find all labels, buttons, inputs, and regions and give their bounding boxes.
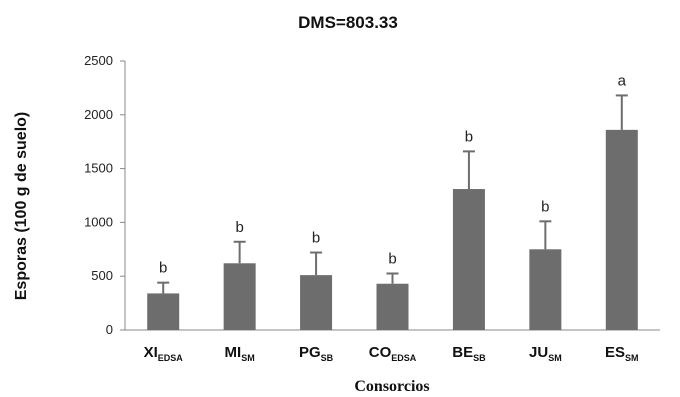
x-tick-label-sub: EDSA <box>391 353 417 363</box>
bar <box>605 129 638 330</box>
bar <box>223 263 256 330</box>
significance-label: b <box>235 219 243 236</box>
bar <box>452 189 485 330</box>
x-tick-label: BESB <box>452 344 486 363</box>
y-tick-label: 2000 <box>84 107 113 122</box>
significance-label: b <box>388 251 396 268</box>
significance-label: b <box>159 260 167 277</box>
significance-label: b <box>465 128 473 145</box>
bars: b b b b b b a <box>147 72 638 330</box>
x-tick-label-main: BE <box>452 344 473 361</box>
x-tick-label-sub: SM <box>241 353 255 363</box>
x-tick-label: JUSM <box>529 344 562 363</box>
bar <box>376 283 409 330</box>
x-tick-label-sub: SM <box>548 353 562 363</box>
x-tick-label: ESSM <box>605 344 639 363</box>
x-tick-label-sub: EDSA <box>158 353 184 363</box>
x-tick-label-main: JU <box>529 344 548 361</box>
x-tick-label-main: MI <box>225 344 242 361</box>
x-tick-label: MISM <box>225 344 255 363</box>
y-ticks: 0 500 1000 1500 2000 2500 <box>84 53 125 337</box>
x-tick-label-sub: SM <box>625 353 639 363</box>
chart-title: DMS=803.33 <box>298 13 398 32</box>
significance-label: b <box>541 198 549 215</box>
x-tick-label: PGSB <box>299 344 334 363</box>
y-tick-label: 1500 <box>84 161 113 176</box>
x-tick-label-main: PG <box>299 344 321 361</box>
y-axis-label: Esporas (100 g de suelo) <box>13 112 30 301</box>
bar <box>529 249 562 330</box>
x-tick-label-main: ES <box>605 344 625 361</box>
significance-label: a <box>618 72 627 89</box>
x-tick-label: COEDSA <box>369 344 417 363</box>
y-tick-label: 1000 <box>84 214 113 229</box>
significance-label: b <box>312 230 320 247</box>
bar <box>300 275 333 330</box>
x-axis-label: Consorcios <box>354 378 429 395</box>
bar <box>147 293 180 330</box>
x-tick-label-sub: SB <box>321 353 334 363</box>
x-tick-label-main: CO <box>369 344 392 361</box>
x-tick-label: XIEDSA <box>144 344 184 363</box>
x-tick-label-main: XI <box>144 344 158 361</box>
x-tick-label-sub: SB <box>473 353 486 363</box>
y-tick-label: 0 <box>106 322 113 337</box>
y-tick-label: 2500 <box>84 53 113 68</box>
y-tick-label: 500 <box>91 268 113 283</box>
x-categories: XIEDSA MISM PGSB COEDSA BESB JUSM ESSM <box>144 344 639 363</box>
